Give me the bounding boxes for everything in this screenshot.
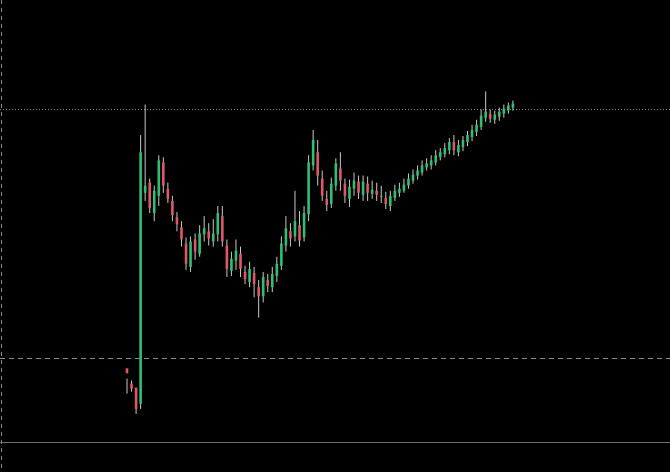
candle-body-up [307, 162, 310, 215]
candle-body-down [252, 272, 256, 285]
candle-body-up [470, 129, 474, 137]
candle-body-up [479, 115, 483, 127]
candle-body-up [216, 213, 220, 235]
candle-body-up [270, 273, 274, 288]
candle-body-up [434, 155, 438, 163]
candle-body-down [375, 190, 378, 195]
candle-body-down [298, 225, 301, 241]
candle-body-up [402, 184, 406, 191]
candle-body-down [316, 152, 319, 176]
candle-body-up [280, 243, 283, 266]
candle-body-down [166, 188, 170, 199]
candle-body-up [475, 124, 478, 132]
candle-body-down [207, 231, 211, 239]
candle-body-up [234, 250, 238, 261]
candle-body-up [389, 195, 392, 206]
candle-body-down [134, 387, 138, 409]
candle-body-down [357, 181, 360, 193]
candle-body-down [130, 383, 133, 389]
candle-body-up [248, 268, 251, 283]
candle-body-up [420, 165, 424, 173]
candle-body-down [320, 178, 324, 196]
candle-body-down [221, 216, 224, 242]
candle-body-up [416, 170, 419, 176]
candle-body-down [125, 368, 129, 374]
candle-body-up [139, 152, 142, 404]
candle-body-up [407, 178, 410, 186]
candle-body-down [162, 162, 165, 186]
candle-body-down [452, 142, 456, 151]
candle-body-down [325, 198, 329, 205]
candle-body-up [461, 140, 465, 148]
candle-body-up [507, 105, 510, 111]
candle-body-down [257, 287, 260, 297]
candle-body-up [211, 233, 215, 242]
candle-body-up [198, 233, 201, 254]
candle-body-up [393, 190, 397, 198]
candle-body-down [180, 227, 183, 240]
candle-body-down [384, 197, 388, 204]
candle-body-up [502, 108, 506, 114]
candle-body-down [366, 183, 369, 193]
candle-body-up [275, 263, 279, 276]
candle-body-up [293, 221, 297, 237]
candle-body-up [284, 228, 288, 246]
candle-body-down [148, 182, 151, 209]
candle-body-up [511, 103, 515, 108]
candle-body-up [370, 189, 374, 194]
candle-body-down [171, 200, 174, 216]
candle-body-down [184, 243, 188, 264]
candle-body-up [429, 160, 433, 166]
candle-body-up [157, 160, 161, 196]
candle-body-up [230, 258, 233, 271]
candle-body-up [411, 174, 415, 181]
candle-body-up [152, 190, 156, 214]
candle-body-up [443, 148, 447, 155]
candle-body-up [425, 163, 428, 168]
candle-body-up [202, 228, 206, 235]
candle-body-down [289, 231, 292, 239]
candle-body-up [484, 111, 487, 118]
candle-body-down [343, 183, 347, 196]
candle-body-up [143, 185, 147, 193]
candle-body-down [175, 217, 179, 225]
candle-body-up [330, 183, 333, 204]
candle-body-up [189, 241, 192, 267]
candle-body-up [379, 195, 383, 197]
candle-body-up [457, 145, 460, 153]
candle-body-up [311, 140, 315, 166]
candle-body-up [438, 152, 442, 158]
candle-body-up [493, 114, 497, 120]
candle-body-down [266, 280, 270, 287]
candle-body-up [398, 188, 401, 193]
candle-body-up [302, 213, 306, 238]
candle-body-down [239, 253, 242, 269]
candle-body-down [225, 245, 229, 269]
candle-body-down [488, 113, 492, 119]
candle-body-down [193, 239, 197, 252]
candle-body-up [352, 180, 356, 189]
candle-body-up [261, 277, 265, 297]
candle-body-up [334, 163, 338, 186]
candle-body-up [448, 142, 451, 151]
candle-body-up [361, 181, 365, 195]
candle-body-up [497, 111, 501, 117]
candle-body-down [243, 271, 247, 280]
candle-body-up [466, 134, 469, 143]
candle-body-up [348, 186, 351, 199]
candle-body-down [339, 168, 342, 181]
